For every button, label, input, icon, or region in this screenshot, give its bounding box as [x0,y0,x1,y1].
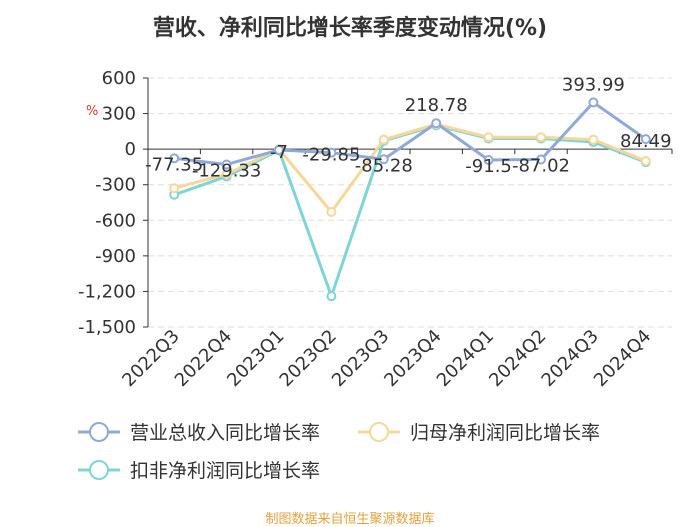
x-tick-label: 2024Q4 [590,326,655,391]
data-point [640,134,651,145]
data-point [483,132,494,143]
data-label: -91.5 [465,156,512,177]
x-tick-label: 2023Q4 [380,326,445,391]
data-point [221,159,232,170]
x-tick-label: 2023Q2 [276,326,341,391]
x-tick-label: 2024Q2 [485,326,550,391]
y-tick-label: 300 [102,104,136,125]
data-label: -7 [270,142,288,163]
x-tick-label: 2024Q1 [433,326,498,391]
data-point [378,154,389,165]
x-tick-label: 2023Q1 [223,326,288,391]
series-line [174,100,647,166]
y-tick-label: -600 [95,210,136,231]
data-label: 393.99 [562,74,625,95]
data-point [169,183,180,194]
y-tick-label: 0 [125,139,136,160]
data-point [640,156,651,166]
data-label: -85.28 [355,155,413,176]
y-tick-label: -1,200 [78,281,136,302]
y-tick-label: -300 [95,175,136,196]
data-point [431,118,442,129]
legend-swatch-marker [369,422,389,442]
data-label: -29.85 [302,145,360,166]
data-point [378,134,389,145]
legend-swatch-marker [89,422,109,442]
x-tick-label: 2022Q4 [171,326,236,391]
legend-label: 营业总收入同比增长率 [130,422,320,444]
data-point [326,291,337,302]
data-point [274,144,284,155]
x-tick-label: 2023Q3 [328,326,393,391]
data-label: -129.33 [192,160,261,181]
data-point [326,147,337,158]
legend-label: 归母净利润同比增长率 [410,422,600,444]
chart-title: 营收、净利同比增长率季度变动情况(%) [152,16,548,41]
data-label: -87.02 [512,155,570,176]
source-note: 制图数据来自恒生聚源数据库 [265,512,435,527]
data-point [326,206,337,217]
legend-swatch-marker [89,460,109,480]
data-point [169,153,180,164]
data-point [588,134,599,145]
y-tick-label: -900 [95,246,136,267]
x-tick-label: 2024Q3 [538,326,603,391]
data-point [536,132,546,143]
data-point [221,169,232,180]
data-point [483,154,494,165]
data-label: -77.35 [145,154,203,175]
legend-label: 扣非净利润同比增长率 [130,460,320,482]
data-point [536,154,546,165]
y-tick-label: -1,500 [78,317,136,338]
data-label: 218.78 [405,95,468,116]
y-axis-unit: % [86,104,99,119]
series-line [173,122,647,214]
data-label: 84.49 [620,131,672,152]
data-point [588,97,599,108]
y-tick-label: 600 [102,68,136,89]
